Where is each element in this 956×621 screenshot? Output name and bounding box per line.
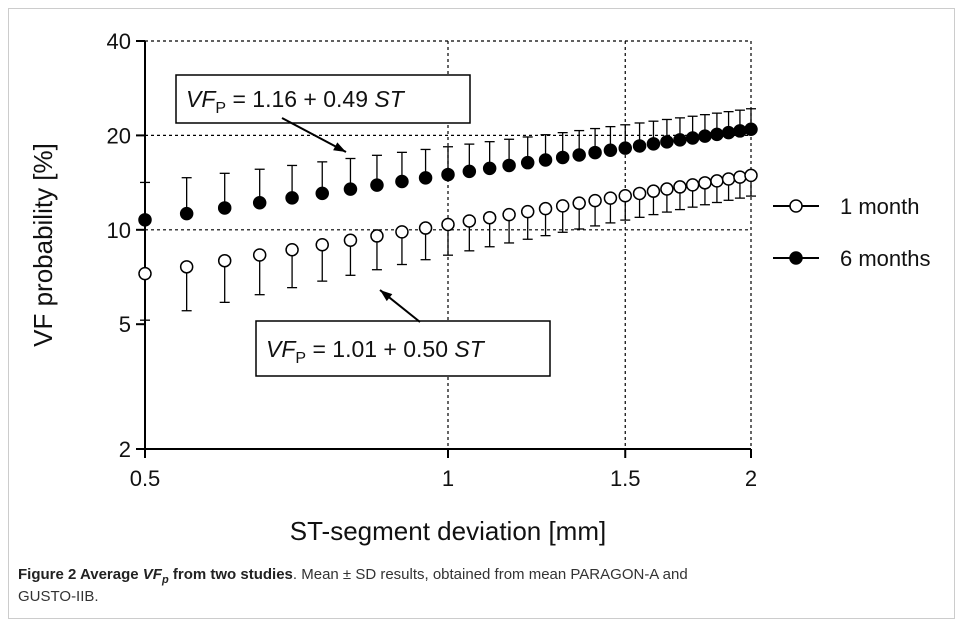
y-tick-label: 40 [107, 29, 131, 54]
point [660, 182, 674, 196]
x-tick-label: 1 [442, 466, 454, 491]
point [733, 124, 747, 138]
plot: 2 5 10 20 40 0.5 1 1.5 2 [107, 29, 758, 491]
point [370, 229, 384, 243]
point [482, 210, 497, 225]
point [555, 199, 570, 213]
point [138, 213, 152, 227]
point [618, 189, 632, 203]
point [285, 191, 299, 205]
point [217, 253, 232, 268]
point [632, 139, 647, 153]
point [179, 206, 194, 221]
point [395, 225, 409, 239]
point [603, 191, 618, 205]
y-tick-label: 2 [119, 437, 131, 462]
point [520, 204, 535, 219]
point [632, 186, 647, 201]
point [343, 233, 358, 248]
point [285, 242, 299, 257]
annotation: VFP = 1.01 + 0.50 ST [266, 336, 486, 367]
point [603, 143, 618, 158]
point [482, 161, 497, 176]
legend-label: 1 month [840, 194, 920, 219]
annotation-box [255, 320, 551, 377]
point [588, 193, 602, 208]
point [588, 145, 602, 160]
point [721, 125, 736, 140]
point [462, 214, 477, 228]
point [673, 133, 687, 147]
point [744, 122, 758, 137]
point [441, 167, 455, 182]
point [179, 260, 194, 274]
y-tick-label: 10 [107, 218, 131, 243]
point [538, 153, 553, 167]
point [315, 186, 329, 201]
point [685, 131, 700, 145]
point [138, 266, 152, 281]
x-tick-label: 0.5 [130, 466, 161, 491]
point [685, 178, 700, 192]
point [555, 150, 570, 165]
arrow-head [333, 142, 346, 152]
point [441, 217, 455, 232]
point [217, 201, 232, 215]
arrow-head [380, 290, 393, 302]
point [572, 148, 586, 162]
error-bar [181, 266, 192, 312]
point [744, 168, 758, 183]
point [538, 201, 553, 216]
point [618, 141, 632, 155]
point [252, 248, 267, 262]
caption: GUSTO-IIB. [18, 588, 99, 605]
y-tick-label: 5 [119, 312, 131, 337]
point [673, 180, 687, 194]
point [252, 195, 267, 210]
point [520, 155, 535, 170]
x-tick-label: 1.5 [610, 466, 641, 491]
annotation-box [175, 74, 471, 124]
x-tick-label: 2 [745, 466, 757, 491]
point [646, 184, 661, 198]
point [710, 174, 724, 188]
point [370, 178, 384, 192]
point [502, 207, 516, 222]
point [660, 135, 674, 149]
point [646, 137, 661, 151]
point [698, 176, 712, 190]
x-axis-label: ST-segment deviation [mm] [290, 516, 606, 546]
figure-frame [8, 8, 955, 619]
point [502, 158, 516, 173]
point [418, 221, 433, 235]
point [315, 238, 329, 252]
point [698, 129, 712, 143]
point [721, 172, 736, 186]
caption: Figure 2 Average VFp from two studies. M… [18, 566, 688, 586]
y-axis-label: VF probability [%] [28, 143, 58, 347]
legend-label: 6 months [840, 246, 931, 271]
legend-marker [789, 199, 803, 213]
point [462, 164, 477, 179]
annotation: VFP = 1.16 + 0.49 ST [186, 86, 406, 117]
error-bar [140, 273, 150, 321]
point [343, 182, 358, 196]
point [395, 174, 409, 189]
point [733, 170, 747, 184]
legend-marker [789, 251, 803, 265]
point [572, 196, 586, 210]
error-bar [219, 260, 230, 304]
y-tick-label: 20 [107, 123, 131, 148]
point [710, 127, 724, 142]
point [418, 171, 433, 185]
